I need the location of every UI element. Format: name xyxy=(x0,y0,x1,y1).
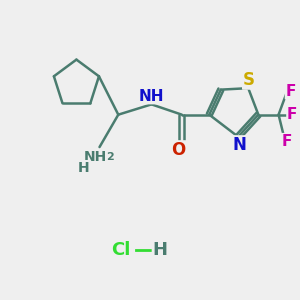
Text: F: F xyxy=(286,84,296,99)
Text: H: H xyxy=(153,241,168,259)
Text: NH: NH xyxy=(84,150,107,164)
Text: NH: NH xyxy=(139,88,164,104)
Text: O: O xyxy=(171,141,185,159)
Text: N: N xyxy=(233,136,247,154)
Text: Cl: Cl xyxy=(112,241,131,259)
Text: F: F xyxy=(281,134,292,149)
Text: S: S xyxy=(243,71,255,89)
Text: H: H xyxy=(78,161,89,175)
Text: 2: 2 xyxy=(106,152,114,162)
Text: F: F xyxy=(287,107,297,122)
